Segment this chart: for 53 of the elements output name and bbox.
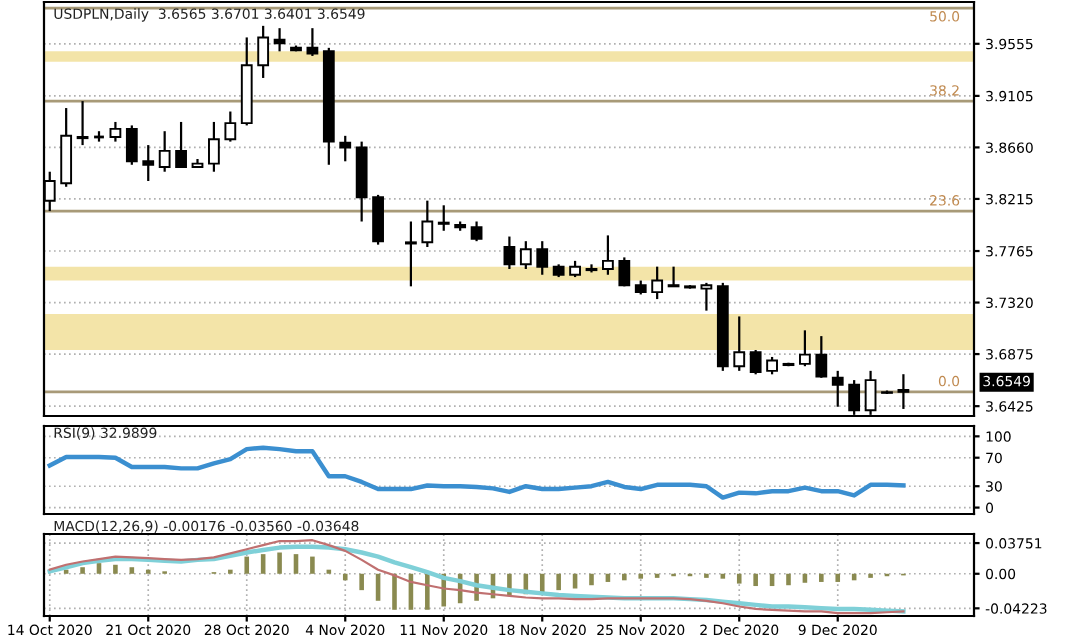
bar (359, 573, 364, 591)
candlestick (470, 220, 483, 243)
bar (96, 563, 102, 574)
bar (392, 573, 397, 610)
candlestick (421, 199, 434, 249)
bar (129, 567, 135, 574)
candlestick (749, 348, 762, 376)
bar (638, 573, 644, 579)
candlestick (76, 99, 89, 147)
candlestick (831, 369, 844, 408)
candlestick (700, 281, 713, 312)
candlestick (372, 193, 384, 246)
bar (113, 564, 118, 574)
candlestick (257, 24, 270, 80)
bar (736, 573, 742, 584)
candlestick (519, 240, 532, 271)
candlestick (667, 265, 680, 288)
candlestick (175, 120, 187, 169)
candlestick (339, 134, 352, 163)
candlestick (897, 373, 910, 411)
candlestick (125, 124, 138, 166)
candlestick (799, 329, 811, 368)
candlestick (815, 335, 828, 379)
bar (589, 573, 594, 586)
bar (819, 573, 824, 582)
bar (786, 573, 791, 586)
bar (244, 556, 250, 574)
candlestick (60, 106, 73, 188)
candlestick (437, 204, 450, 232)
candlestick (618, 256, 631, 288)
bar (425, 573, 430, 610)
candlestick (733, 315, 746, 372)
bar (556, 573, 561, 591)
bar (80, 567, 85, 574)
bar (753, 573, 758, 587)
candlestick (224, 110, 237, 143)
candlestick (651, 265, 664, 301)
candlestick (306, 27, 319, 58)
candlestick (405, 220, 417, 288)
bar (310, 556, 315, 574)
candlestick (158, 130, 171, 173)
bar (835, 573, 841, 582)
bar (277, 552, 282, 574)
candlestick (602, 234, 614, 276)
line-series (47, 445, 906, 500)
candlestick (109, 120, 122, 143)
bar (342, 573, 348, 581)
bar (622, 573, 627, 581)
candlestick (142, 143, 155, 183)
candlestick (273, 27, 286, 53)
candlestick (536, 240, 549, 276)
candlestick (503, 235, 516, 271)
candlestick (208, 120, 220, 173)
